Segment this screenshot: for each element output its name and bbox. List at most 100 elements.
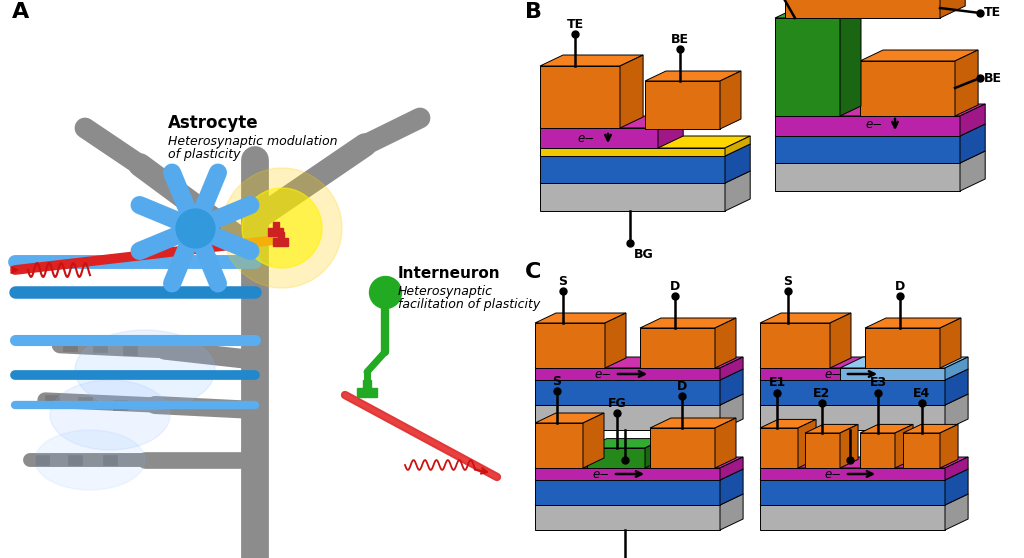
Polygon shape bbox=[860, 61, 955, 116]
Polygon shape bbox=[840, 425, 858, 468]
Polygon shape bbox=[940, 425, 958, 468]
Text: Heterosynaptic: Heterosynaptic bbox=[398, 285, 493, 298]
Polygon shape bbox=[760, 405, 945, 430]
Polygon shape bbox=[583, 413, 604, 468]
Polygon shape bbox=[945, 457, 968, 480]
Polygon shape bbox=[860, 433, 895, 468]
Polygon shape bbox=[760, 380, 945, 405]
Polygon shape bbox=[535, 457, 743, 468]
Text: e−: e− bbox=[578, 132, 595, 145]
Text: E3: E3 bbox=[869, 376, 887, 389]
Polygon shape bbox=[805, 433, 840, 468]
Text: facilitation of plasticity: facilitation of plasticity bbox=[398, 298, 541, 311]
Bar bbox=[113, 400, 127, 410]
Polygon shape bbox=[775, 163, 961, 191]
Polygon shape bbox=[640, 318, 736, 328]
Polygon shape bbox=[540, 148, 725, 156]
Polygon shape bbox=[940, 0, 966, 18]
Polygon shape bbox=[650, 418, 736, 428]
Polygon shape bbox=[760, 420, 816, 428]
Polygon shape bbox=[805, 425, 858, 433]
Polygon shape bbox=[775, 8, 861, 18]
Text: e−: e− bbox=[825, 368, 842, 381]
Bar bbox=[35, 455, 49, 465]
Polygon shape bbox=[760, 480, 945, 505]
Polygon shape bbox=[535, 468, 720, 480]
Polygon shape bbox=[895, 425, 913, 468]
Text: e−: e− bbox=[866, 118, 883, 131]
Bar bbox=[273, 222, 279, 229]
Text: FG: FG bbox=[607, 397, 627, 410]
Polygon shape bbox=[775, 151, 985, 163]
Text: D: D bbox=[670, 280, 680, 293]
Polygon shape bbox=[650, 428, 715, 468]
Polygon shape bbox=[605, 313, 626, 368]
Bar bbox=[103, 455, 117, 465]
Polygon shape bbox=[540, 183, 725, 211]
Polygon shape bbox=[945, 357, 968, 380]
Polygon shape bbox=[860, 50, 978, 61]
Polygon shape bbox=[840, 357, 968, 368]
Ellipse shape bbox=[242, 188, 322, 268]
Text: BE: BE bbox=[671, 33, 689, 46]
Polygon shape bbox=[620, 55, 643, 128]
Text: C: C bbox=[525, 262, 542, 282]
Polygon shape bbox=[840, 368, 945, 380]
Polygon shape bbox=[760, 457, 968, 468]
Polygon shape bbox=[775, 124, 985, 136]
Polygon shape bbox=[760, 428, 798, 468]
Polygon shape bbox=[645, 71, 741, 81]
Polygon shape bbox=[760, 313, 851, 323]
Polygon shape bbox=[760, 494, 968, 505]
Polygon shape bbox=[535, 494, 743, 505]
Polygon shape bbox=[720, 494, 743, 530]
Polygon shape bbox=[961, 104, 985, 136]
Text: A: A bbox=[12, 2, 30, 22]
Polygon shape bbox=[535, 394, 743, 405]
Polygon shape bbox=[760, 469, 968, 480]
Polygon shape bbox=[540, 171, 751, 183]
Polygon shape bbox=[645, 439, 665, 468]
Polygon shape bbox=[945, 369, 968, 405]
Polygon shape bbox=[540, 116, 683, 128]
Bar bbox=[362, 380, 371, 389]
Text: D: D bbox=[895, 280, 905, 293]
Text: BG: BG bbox=[854, 465, 873, 478]
Bar bbox=[93, 342, 106, 352]
Polygon shape bbox=[540, 156, 725, 183]
Polygon shape bbox=[798, 420, 816, 468]
Bar bbox=[78, 397, 92, 407]
Ellipse shape bbox=[75, 330, 215, 410]
Polygon shape bbox=[775, 136, 961, 163]
Polygon shape bbox=[535, 323, 605, 368]
Polygon shape bbox=[940, 318, 961, 368]
Ellipse shape bbox=[222, 168, 342, 288]
Text: Heterosynaptic modulation: Heterosynaptic modulation bbox=[168, 135, 338, 148]
Text: S: S bbox=[783, 275, 793, 288]
Polygon shape bbox=[587, 448, 645, 468]
Polygon shape bbox=[535, 369, 743, 380]
Text: TE: TE bbox=[566, 18, 584, 31]
Bar bbox=[278, 232, 284, 239]
Polygon shape bbox=[760, 369, 968, 380]
Polygon shape bbox=[955, 50, 978, 116]
Polygon shape bbox=[715, 418, 736, 468]
Polygon shape bbox=[945, 394, 968, 430]
Polygon shape bbox=[785, 0, 940, 18]
Polygon shape bbox=[760, 323, 830, 368]
Polygon shape bbox=[535, 413, 604, 423]
Polygon shape bbox=[725, 171, 751, 211]
Polygon shape bbox=[760, 357, 879, 368]
Text: E4: E4 bbox=[913, 387, 931, 400]
Polygon shape bbox=[775, 18, 840, 116]
Polygon shape bbox=[535, 505, 720, 530]
Text: BG: BG bbox=[629, 465, 649, 478]
Ellipse shape bbox=[50, 380, 170, 450]
Text: Astrocyte: Astrocyte bbox=[168, 114, 259, 132]
Polygon shape bbox=[720, 71, 741, 129]
Polygon shape bbox=[860, 425, 913, 433]
Text: e−: e− bbox=[825, 468, 842, 480]
Bar bbox=[357, 388, 377, 397]
Polygon shape bbox=[535, 405, 720, 430]
Polygon shape bbox=[720, 457, 743, 480]
